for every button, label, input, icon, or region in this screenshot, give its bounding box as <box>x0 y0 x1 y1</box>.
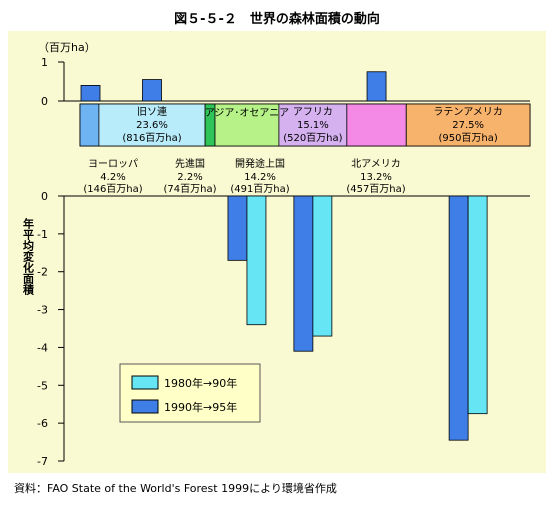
lower-tick-label: -1 <box>37 228 48 241</box>
region-segment <box>405 103 531 147</box>
lower-tick-label: -5 <box>37 379 48 392</box>
lower-tick-label: -7 <box>37 455 48 468</box>
region-share: 15.1% <box>297 120 329 131</box>
lower-tick-label: -6 <box>37 417 48 430</box>
region-share: 2.2% <box>177 172 202 183</box>
y-axis-title: 年平均変化面積 <box>22 217 36 296</box>
region-name: ヨーロッパ <box>88 158 138 170</box>
bar-3-1990-95 <box>227 195 248 261</box>
region-name: 北アメリカ <box>351 158 401 170</box>
region-segment <box>79 103 100 147</box>
legend-label-1990: 1990年→95年 <box>164 400 237 414</box>
region-name: アフリカ <box>293 106 333 118</box>
region-area: (950百万ha) <box>438 132 497 144</box>
label-europe: ヨーロッパ 4.2% (146百万ha) <box>83 158 142 195</box>
bars <box>80 71 488 441</box>
legend-swatch-1990 <box>131 399 159 414</box>
region-area: (457百万ha) <box>346 183 405 195</box>
region-name: ラテンアメリカ <box>433 106 503 118</box>
legend-label-1980: 1980年→90年 <box>164 376 237 390</box>
region-segment <box>278 103 348 147</box>
region-share: 14.2% <box>244 172 276 183</box>
region-area: (146百万ha) <box>83 183 142 195</box>
bar-4-1990-95 <box>293 195 314 352</box>
region-share: 23.6% <box>136 120 168 131</box>
region-area: (74百万ha) <box>164 183 217 195</box>
bar-5-1990-95 <box>366 71 387 102</box>
region-name: 旧ソ連 <box>137 105 167 118</box>
label-north-america: 北アメリカ 13.2% (457百万ha) <box>346 158 405 195</box>
legend-swatch-1980 <box>131 375 159 390</box>
bar-6-1990-95 <box>448 195 469 441</box>
bar-4-1980-90 <box>312 195 333 337</box>
bar-1-1990-95 <box>142 79 162 102</box>
upper-tick-label: 0 <box>41 95 48 108</box>
label-developed: 先進国 2.2% (74百万ha) <box>164 158 217 195</box>
region-band: 旧ソ連 23.6%(816百万ha) アフリカ 15.1%(520百万ha) ラテンアメ… <box>79 103 531 147</box>
bar-6-1980-90 <box>467 195 488 415</box>
region-share: 4.2% <box>100 172 125 183</box>
region-name: 先進国 <box>175 158 205 170</box>
label-developing: 開発途上国 14.2% (491百万ha) <box>230 157 289 195</box>
lower-ticks: 0 -1 -2 -3 -4 -5 -6 -7 <box>37 190 64 468</box>
region-segment <box>346 103 407 147</box>
region-area: (491百万ha) <box>230 183 289 195</box>
region-area: (816百万ha) <box>122 132 181 144</box>
region-share: 27.5% <box>452 120 484 131</box>
region-name: 開発途上国 <box>235 157 285 170</box>
lower-tick-label: -3 <box>37 304 48 317</box>
lower-tick-label: 0 <box>41 190 48 203</box>
lower-tick-label: -2 <box>37 266 48 279</box>
band-label-asia-oceania: アジア･オセアニア <box>205 107 289 119</box>
region-segment <box>214 103 280 147</box>
lower-tick-label: -4 <box>37 341 48 354</box>
region-area: (520百万ha) <box>283 132 342 144</box>
unit-label: （百万ha） <box>38 41 96 54</box>
chart-title: 図５-５-２ 世界の森林面積の動向 <box>174 12 380 27</box>
region-share: 13.2% <box>360 172 392 183</box>
bar-0-1990-95 <box>80 85 101 102</box>
source-note: 資料：FAO State of the World's Forest 1999に… <box>14 482 337 495</box>
bar-3-1980-90 <box>246 195 267 326</box>
upper-tick-label: 1 <box>41 56 48 69</box>
